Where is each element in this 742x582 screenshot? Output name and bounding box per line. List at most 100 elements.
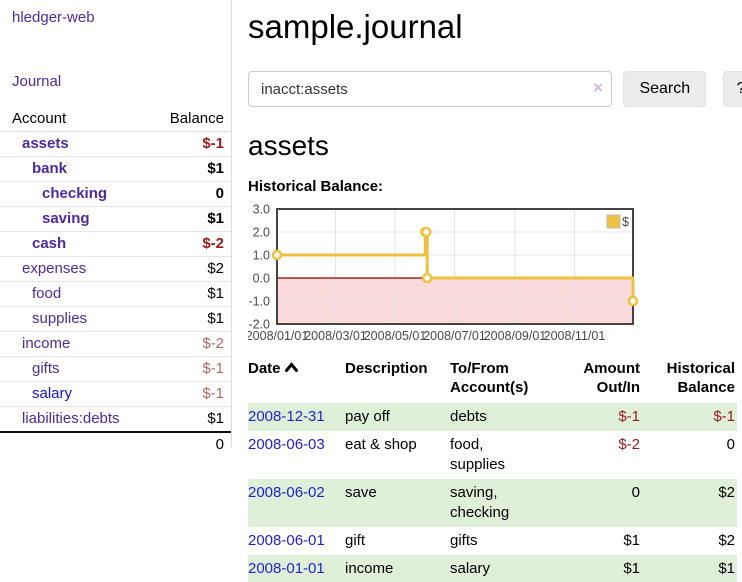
transaction-balance: $2 xyxy=(718,532,735,549)
account-name-cell: expenses xyxy=(0,257,153,282)
transaction-date-link[interactable]: 2008-06-02 xyxy=(248,484,325,501)
balance-chart: 3.0 2.0 1.0 0.0 -1.0 -2.02008/01/012008/03/01… xyxy=(248,203,639,343)
legend-label: $ xyxy=(622,215,629,229)
transaction-amount: $1 xyxy=(623,532,640,549)
account-name-cell: food xyxy=(0,282,153,307)
transaction-date-link[interactable]: 2008-01-01 xyxy=(248,560,325,577)
account-name-link[interactable]: salary xyxy=(32,385,73,402)
transaction-date-cell: 2008-06-03 xyxy=(248,431,345,479)
data-point-marker xyxy=(627,295,639,307)
transaction-balance: $-1 xyxy=(642,403,737,431)
amount-header: Amount Out/In xyxy=(583,360,640,396)
account-name-cell: cash xyxy=(0,232,153,257)
transaction-date-cell: 2008-01-01 xyxy=(248,555,345,582)
app-brand-link[interactable]: hledger-web xyxy=(12,9,95,26)
data-point-marker xyxy=(271,249,283,261)
account-balance: $-2 xyxy=(202,335,224,352)
accounts-total-row: 0 xyxy=(0,432,231,457)
y-axis-tick-label: 3.0 xyxy=(253,203,270,217)
clear-search-icon[interactable]: × xyxy=(593,78,603,97)
account-name-link[interactable]: bank xyxy=(32,160,68,177)
main-content: sample.journal × Search ? assets Histori… xyxy=(233,0,742,582)
accounts-header: To/From Account(s) xyxy=(450,360,529,396)
account-name-link[interactable]: assets xyxy=(22,135,69,152)
y-axis-tick-label: 2.0 xyxy=(253,226,270,240)
account-name-cell: liabilities:debts xyxy=(0,407,153,433)
account-name-link[interactable]: food xyxy=(32,285,62,302)
x-axis-tick-label: 2008/05/01 xyxy=(364,329,427,343)
search-button[interactable]: Search xyxy=(623,71,707,107)
account-row: gifts $-1 xyxy=(0,357,231,382)
transaction-description: income xyxy=(345,555,450,582)
x-axis-tick-label: 2008/09/01 xyxy=(484,329,547,343)
transaction-date-cell: 2008-12-31 xyxy=(248,403,345,431)
description-header: Description xyxy=(345,360,428,377)
account-balance: $1 xyxy=(207,210,224,227)
transaction-amount: $1 xyxy=(545,555,642,582)
account-row: liabilities:debts $1 xyxy=(0,407,231,433)
x-axis-tick-label: 2008/01/01 xyxy=(248,329,308,343)
account-heading: assets xyxy=(248,130,329,161)
account-name-cell: assets xyxy=(0,132,153,157)
account-name-link[interactable]: supplies xyxy=(32,310,88,327)
transaction-balance: $2 xyxy=(642,479,737,527)
account-balance: $2 xyxy=(207,260,224,277)
account-name-link[interactable]: gifts xyxy=(32,360,60,377)
help-button[interactable]: ? xyxy=(722,71,742,107)
account-name-link[interactable]: saving xyxy=(42,210,90,227)
transaction-description: gift xyxy=(345,532,366,549)
transaction-amount: 0 xyxy=(545,479,642,527)
legend-swatch xyxy=(606,214,621,229)
transaction-accounts: gifts xyxy=(450,532,478,549)
account-name-link[interactable]: checking xyxy=(42,185,108,202)
transaction-amount: $-1 xyxy=(545,403,642,431)
account-balance: $-1 xyxy=(202,135,224,152)
account-balance: $1 xyxy=(207,410,224,427)
account-name-link[interactable]: income xyxy=(22,335,71,352)
chart-title: Historical Balance: xyxy=(248,178,384,195)
data-point-marker xyxy=(421,272,433,284)
account-row: expenses $2 xyxy=(0,257,231,282)
data-point-marker xyxy=(420,226,432,238)
account-balance: $-1 xyxy=(202,360,224,377)
transaction-amount: $-2 xyxy=(618,436,640,453)
accounts-header-row: Account Balance xyxy=(0,107,231,132)
date-sort-header[interactable]: Date xyxy=(248,359,345,403)
y-axis-tick-label: 0.0 xyxy=(253,272,270,286)
transaction-date-cell: 2008-06-02 xyxy=(248,479,345,527)
y-axis-tick-label: -2.0 xyxy=(248,318,270,332)
journal-link[interactable]: Journal xyxy=(12,73,62,90)
x-axis-tick-label: 2008/03/01 xyxy=(304,329,367,343)
account-name-link[interactable]: liabilities:debts xyxy=(22,410,120,427)
transaction-description: save xyxy=(345,479,450,527)
transaction-date-link[interactable]: 2008-06-03 xyxy=(248,436,325,453)
transaction-date-link[interactable]: 2008-12-31 xyxy=(248,408,325,425)
account-row: supplies $1 xyxy=(0,307,231,332)
transaction-balance: 0 xyxy=(726,436,735,453)
transaction-date-link[interactable]: 2008-06-01 xyxy=(248,532,325,549)
account-row: assets $-1 xyxy=(0,132,231,157)
search-input[interactable] xyxy=(248,71,612,107)
page-title: sample.journal xyxy=(248,8,463,45)
plot-border xyxy=(276,208,634,325)
accounts-total: 0 xyxy=(215,436,224,453)
register-row: 2008-12-31 pay off debts $-1 $-1 xyxy=(248,403,737,431)
transaction-accounts: salary xyxy=(450,555,545,582)
register-row: 2008-06-02 save saving, checking 0 $2 xyxy=(248,479,737,527)
accounts-table: Account Balance assets $-1 bank $1 checking 0… xyxy=(0,107,231,457)
transaction-accounts: food, supplies xyxy=(450,436,506,473)
account-name-cell: gifts xyxy=(0,357,153,382)
balance-header: Historical Balance xyxy=(666,360,735,396)
transaction-accounts: saving, checking xyxy=(450,479,545,527)
account-balance: $1 xyxy=(207,285,224,302)
search-form: × Search ? xyxy=(248,71,742,107)
account-row: saving $1 xyxy=(0,207,231,232)
transaction-description: pay off xyxy=(345,403,450,431)
transaction-date-cell: 2008-06-01 xyxy=(248,527,345,555)
register-row: 2008-01-01 income salary $1 $1 xyxy=(248,555,737,582)
account-name-link[interactable]: expenses xyxy=(22,260,87,277)
account-row: checking 0 xyxy=(0,182,231,207)
y-axis-tick-label: -1.0 xyxy=(248,295,270,309)
account-name-link[interactable]: cash xyxy=(32,235,67,252)
